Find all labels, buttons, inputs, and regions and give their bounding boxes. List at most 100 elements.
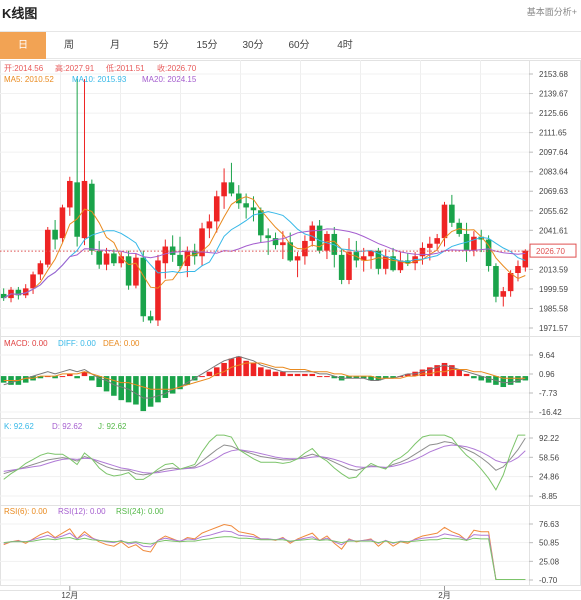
- candle-body: [118, 256, 125, 264]
- candle: [140, 250, 147, 322]
- candle: [316, 220, 323, 254]
- candle-body: [147, 316, 154, 321]
- x-tick-label: 12月: [61, 591, 78, 600]
- tab-60min[interactable]: 60分: [288, 40, 310, 51]
- macd-bar: [500, 376, 507, 388]
- macd-bar: [478, 376, 485, 381]
- candle-body: [162, 246, 169, 264]
- candle-body: [449, 204, 455, 223]
- candle: [302, 235, 308, 265]
- macd-bar: [515, 376, 521, 383]
- candle: [213, 190, 220, 233]
- candle-body: [427, 243, 433, 248]
- macd-bar: [419, 369, 426, 377]
- candle: [59, 204, 66, 243]
- tab-month[interactable]: 月: [110, 40, 120, 51]
- y-tick-label-rsi: -0.70: [539, 576, 558, 585]
- kdj-d-line: [3, 444, 526, 474]
- candle-body: [221, 182, 227, 197]
- macd-bar: [0, 376, 7, 383]
- candle-body: [67, 180, 73, 208]
- y-tick-label-macd: 9.64: [539, 351, 555, 360]
- tab-15min[interactable]: 15分: [196, 40, 218, 51]
- macd-bar: [316, 376, 323, 378]
- macd-bar: [434, 365, 440, 377]
- fundamental-analysis-link[interactable]: 基本面分析+: [526, 7, 577, 17]
- y-tick-label-kline: 2139.67: [539, 90, 568, 99]
- y-tick-label-rsi: 50.85: [539, 539, 560, 548]
- rsi24-line: [3, 536, 526, 580]
- candle-body: [52, 229, 58, 240]
- macd-bar: [111, 376, 117, 396]
- kline-chart[interactable]: 2153.68 2139.67 2125.66 2111.65 2097.64 2083.…: [0, 60, 581, 600]
- macd-bar: [294, 373, 301, 377]
- y-tick-label-kdj: 58.56: [539, 453, 560, 462]
- candle-body: [30, 274, 36, 289]
- candle-body: [375, 250, 382, 269]
- candle: [485, 235, 492, 272]
- tab-day[interactable]: 日: [0, 32, 46, 59]
- candle-body: [478, 236, 485, 240]
- y-tick-label-rsi: 25.08: [539, 557, 560, 566]
- rsi12-label: RSI(12): 0.00: [58, 507, 106, 516]
- candle-body: [74, 182, 80, 237]
- macd-bar: [140, 376, 147, 412]
- candle-body: [184, 250, 191, 267]
- candle: [287, 232, 294, 262]
- macd-bar: [485, 376, 492, 383]
- macd-bar: [382, 376, 389, 379]
- kdj-j-line: [3, 434, 526, 491]
- candle-body: [368, 250, 374, 257]
- candle: [81, 79, 88, 246]
- macd-bar: [250, 362, 257, 377]
- candle-body: [287, 242, 294, 261]
- candle-body: [507, 273, 514, 292]
- ma20-line: [3, 228, 526, 299]
- macd-bar: [331, 376, 338, 379]
- candle: [22, 284, 29, 299]
- macd-bar: [213, 367, 220, 377]
- candle-body: [0, 293, 7, 299]
- kdj-d-label: D: 92.62: [52, 422, 83, 431]
- ma10-label: MA10: 2015.93: [72, 75, 127, 84]
- candle: [338, 249, 345, 285]
- candle: [155, 254, 161, 327]
- tab-4h[interactable]: 4时: [337, 40, 353, 51]
- candle: [375, 247, 382, 275]
- y-tick-label-kdj: 92.22: [539, 434, 560, 443]
- y-tick-label-kline: 2013.59: [539, 265, 568, 274]
- y-tick-label-kdj: -8.85: [539, 492, 558, 501]
- candle: [397, 252, 404, 274]
- y-tick-label-kline: 1971.57: [539, 324, 568, 333]
- macd-bar: [199, 376, 205, 378]
- candle: [441, 201, 448, 247]
- candle-body: [485, 239, 492, 267]
- high-value: 高:2027.91: [55, 63, 95, 73]
- y-tick-label-rsi: 76.63: [539, 520, 560, 529]
- macd-bar: [368, 376, 374, 381]
- x-tick-label: 2月: [438, 591, 450, 600]
- candle: [449, 194, 455, 227]
- y-tick-label-kline: 2111.65: [539, 129, 567, 138]
- candle: [353, 240, 360, 268]
- candle-body: [243, 203, 249, 208]
- tab-5min[interactable]: 5分: [153, 40, 169, 51]
- candle: [346, 238, 352, 285]
- candle: [309, 221, 316, 247]
- candle: [515, 260, 521, 282]
- candle-body: [250, 207, 257, 211]
- macd-bar: [353, 376, 360, 379]
- candle-body: [272, 238, 279, 246]
- macd-bar: [169, 376, 176, 394]
- tab-30min[interactable]: 30分: [242, 40, 264, 51]
- candle: [471, 231, 477, 257]
- candle-body: [265, 235, 271, 239]
- candle: [434, 233, 440, 251]
- tab-week[interactable]: 周: [64, 40, 74, 51]
- macd-bar: [449, 365, 455, 377]
- ma5-label: MA5: 2010.52: [4, 75, 54, 84]
- candle-body: [37, 263, 44, 275]
- page-title: K线图: [2, 6, 38, 21]
- candle: [118, 252, 125, 268]
- y-tick-label-macd: -7.73: [539, 389, 558, 398]
